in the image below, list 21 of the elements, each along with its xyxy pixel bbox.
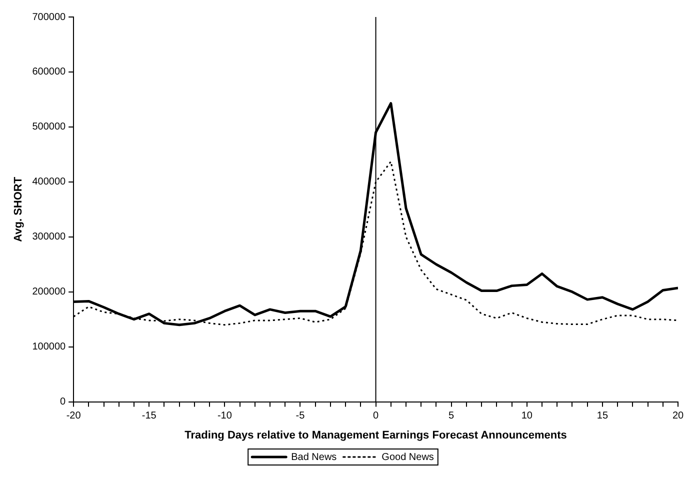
y-axis-title: Avg. SHORT xyxy=(12,176,25,242)
x-tick-label: 20 xyxy=(672,410,684,422)
x-tick-label: 5 xyxy=(448,410,455,422)
y-tick-label: 100000 xyxy=(32,342,66,353)
x-tick-label: 15 xyxy=(596,410,608,422)
y-tick-label: 700000 xyxy=(32,12,66,23)
x-axis-title: Trading Days relative to Management Earnings Forecast Announcements xyxy=(184,429,567,442)
x-tick-label: 0 xyxy=(373,410,380,422)
y-tick-label: 400000 xyxy=(32,176,66,188)
x-tick-label: -20 xyxy=(66,410,82,422)
y-tick-label: 0 xyxy=(60,396,66,408)
y-tick-label: 300000 xyxy=(32,232,66,243)
y-tick-label: 600000 xyxy=(32,66,66,78)
y-tick-label: 200000 xyxy=(32,286,66,298)
x-tick-label: 10 xyxy=(521,410,533,422)
x-tick-label: -15 xyxy=(142,410,157,422)
x-tick-label: -10 xyxy=(217,410,232,422)
legend-label: Bad News xyxy=(291,452,337,463)
legend-label: Good News xyxy=(382,452,434,463)
x-tick-label: -5 xyxy=(296,410,306,422)
y-tick-label: 500000 xyxy=(32,122,66,133)
